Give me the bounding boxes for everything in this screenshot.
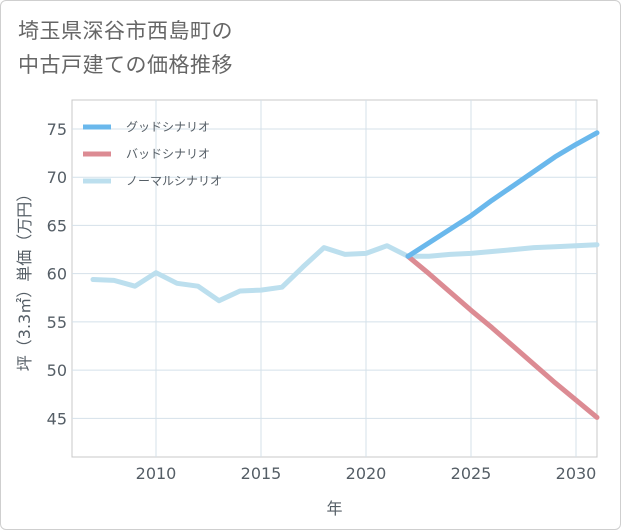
title-line-2: 中古戸建ての価格推移 bbox=[18, 53, 233, 77]
y-tick-label-50: 50 bbox=[47, 361, 67, 380]
series-line-1 bbox=[405, 253, 600, 420]
series-line-2 bbox=[90, 242, 600, 304]
legend-label-1: バッドシナリオ bbox=[126, 147, 210, 161]
chart-title: 埼玉県深谷市西島町の 中古戸建ての価格推移 bbox=[18, 14, 233, 82]
y-tick-label-60: 60 bbox=[47, 265, 67, 284]
legend-label-0: グッドシナリオ bbox=[126, 120, 210, 134]
y-tick-label-70: 70 bbox=[47, 168, 67, 187]
x-axis-label: 年 bbox=[326, 499, 342, 518]
legend-label-2: ノーマルシナリオ bbox=[126, 174, 222, 188]
y-tick-label-45: 45 bbox=[47, 409, 67, 428]
x-tick-label-2015: 2015 bbox=[241, 464, 282, 483]
x-tick-label-2010: 2010 bbox=[136, 464, 177, 483]
x-tick-label-2030: 2030 bbox=[556, 464, 597, 483]
plot-area bbox=[71, 99, 598, 458]
x-tick-label-2020: 2020 bbox=[346, 464, 387, 483]
y-axis-label: 坪（3.3㎡）単価（万円） bbox=[15, 186, 34, 371]
axis-ticks: 2010 2015 2020 2025 2030 45 50 55 60 65 70 75 bbox=[47, 120, 597, 483]
y-tick-label-65: 65 bbox=[47, 216, 67, 235]
y-tick-label-75: 75 bbox=[47, 120, 67, 139]
x-tick-label-2025: 2025 bbox=[451, 464, 492, 483]
y-tick-label-55: 55 bbox=[47, 313, 67, 332]
series-line-0 bbox=[405, 130, 600, 259]
title-line-1: 埼玉県深谷市西島町の bbox=[18, 19, 233, 43]
series-lines bbox=[90, 130, 600, 420]
